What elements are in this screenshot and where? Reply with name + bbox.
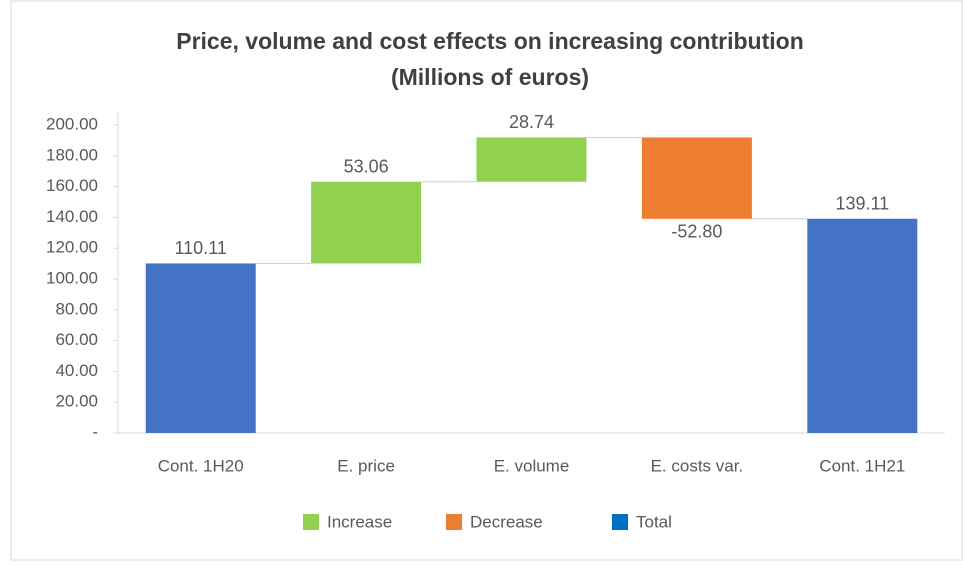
y-tick-label: 120.00 — [46, 238, 98, 257]
bar — [476, 137, 587, 182]
legend-label: Increase — [327, 512, 392, 531]
x-tick-label: Cont. 1H20 — [158, 456, 244, 475]
bar — [145, 263, 256, 433]
x-tick-label: E. costs var. — [651, 456, 744, 475]
y-tick-label: 200.00 — [46, 114, 98, 133]
legend-label: Total — [636, 512, 672, 531]
x-tick-label: Cont. 1H21 — [819, 456, 905, 475]
y-tick-label: 20.00 — [55, 392, 98, 411]
data-label: 110.11 — [175, 238, 227, 258]
y-tick-label: 100.00 — [46, 268, 98, 287]
data-label: 28.74 — [509, 112, 554, 132]
y-tick-label: 80.00 — [55, 299, 98, 318]
bar — [641, 137, 752, 219]
y-tick-label: 60.00 — [55, 330, 98, 349]
chart-subtitle: (Millions of euros) — [391, 64, 589, 90]
data-label: -52.80 — [671, 222, 722, 242]
data-label: 53.06 — [344, 156, 389, 176]
legend-swatch — [612, 514, 628, 530]
legend-label: Decrease — [470, 512, 543, 531]
chart-title: Price, volume and cost effects on increa… — [176, 28, 804, 54]
data-label: 139.11 — [835, 194, 889, 214]
x-tick-label: E. volume — [494, 456, 570, 475]
legend-swatch — [303, 514, 319, 530]
legend-swatch — [446, 514, 462, 530]
y-tick-label: 140.00 — [46, 207, 98, 226]
y-tick-label: 160.00 — [46, 176, 98, 195]
x-tick-label: E. price — [337, 456, 395, 475]
y-tick-label: 40.00 — [55, 361, 98, 380]
y-tick-label: - — [92, 422, 98, 441]
bar — [311, 181, 422, 264]
y-tick-label: 180.00 — [46, 145, 98, 164]
bar — [807, 218, 918, 433]
